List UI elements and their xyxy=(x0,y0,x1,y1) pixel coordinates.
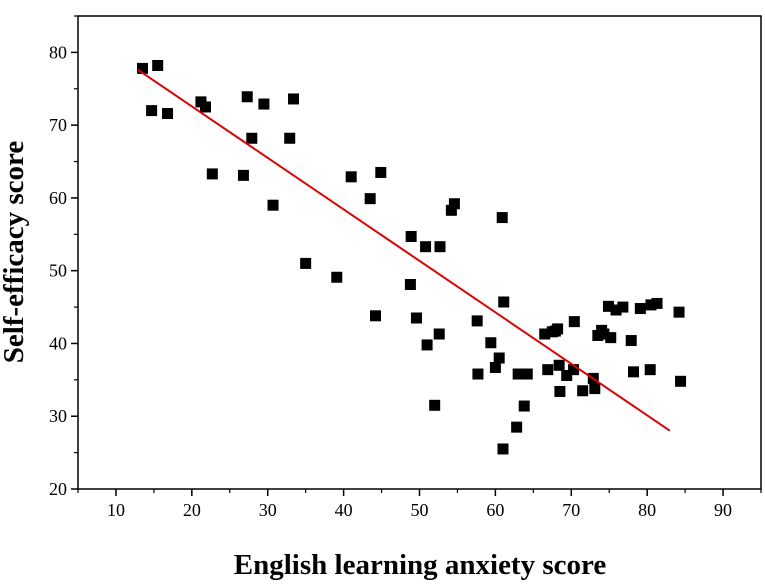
x-tick-label: 50 xyxy=(411,500,429,520)
data-point xyxy=(542,364,554,376)
data-point xyxy=(258,98,270,110)
data-point xyxy=(284,132,296,144)
data-point xyxy=(448,198,460,210)
y-tick-label: 60 xyxy=(49,188,67,208)
data-point xyxy=(369,310,381,322)
data-point xyxy=(404,279,416,291)
data-point xyxy=(568,316,580,328)
data-point xyxy=(617,301,629,313)
data-point xyxy=(472,368,484,380)
data-point xyxy=(589,383,601,395)
data-point xyxy=(137,62,149,74)
data-point xyxy=(405,230,417,242)
data-point xyxy=(237,169,249,181)
data-point xyxy=(628,366,640,378)
data-point xyxy=(206,168,218,180)
data-point xyxy=(625,335,637,347)
data-point xyxy=(433,328,445,340)
data-point xyxy=(485,337,497,349)
data-point xyxy=(429,399,441,411)
data-point xyxy=(241,91,253,103)
data-point xyxy=(493,352,505,364)
plot-area-frame xyxy=(77,15,762,490)
data-point xyxy=(553,359,565,371)
axis-ticks xyxy=(71,15,762,496)
data-point xyxy=(645,299,657,311)
data-point xyxy=(518,400,530,412)
data-point xyxy=(375,166,387,178)
regression-line xyxy=(137,69,671,432)
data-point xyxy=(521,368,533,380)
y-tick-label: 40 xyxy=(49,333,67,353)
data-point xyxy=(410,312,422,324)
x-axis-tick-labels: 10 20 30 40 50 60 70 80 90 xyxy=(107,500,732,520)
data-point xyxy=(673,306,685,318)
data-point xyxy=(331,271,343,283)
data-point xyxy=(152,59,164,71)
data-point xyxy=(644,364,656,376)
data-point xyxy=(568,364,580,376)
data-point xyxy=(471,315,483,327)
data-point xyxy=(610,304,622,316)
x-tick-label: 40 xyxy=(335,500,353,520)
data-point xyxy=(300,257,312,269)
data-point xyxy=(651,297,663,309)
data-point xyxy=(199,101,211,113)
data-point xyxy=(675,375,687,387)
data-points xyxy=(137,59,687,455)
data-point xyxy=(605,332,617,344)
data-point xyxy=(554,385,566,397)
data-point xyxy=(420,241,432,253)
y-tick-label: 20 xyxy=(49,479,67,499)
data-point xyxy=(577,385,589,397)
y-tick-label: 70 xyxy=(49,115,67,135)
x-tick-label: 70 xyxy=(562,500,580,520)
y-tick-label: 30 xyxy=(49,406,67,426)
data-point xyxy=(364,193,376,205)
y-axis-title: Self-efficacy score xyxy=(0,141,30,364)
x-tick-label: 80 xyxy=(638,500,656,520)
data-point xyxy=(489,361,501,373)
y-axis-tick-labels: 20 30 40 50 60 70 80 xyxy=(49,42,67,499)
x-tick-label: 10 xyxy=(107,500,125,520)
data-point xyxy=(598,328,610,340)
data-point xyxy=(445,204,457,216)
data-point xyxy=(246,132,258,144)
data-point xyxy=(561,369,573,381)
data-point xyxy=(498,296,510,308)
data-point xyxy=(345,171,357,183)
y-tick-label: 50 xyxy=(49,261,67,281)
x-tick-label: 60 xyxy=(486,500,504,520)
data-point xyxy=(434,241,446,253)
data-point xyxy=(146,105,158,117)
x-tick-label: 20 xyxy=(183,500,201,520)
data-point xyxy=(267,199,279,211)
x-tick-label: 30 xyxy=(259,500,277,520)
data-point xyxy=(511,421,523,433)
x-axis-title: English learning anxiety score xyxy=(234,549,607,581)
data-point xyxy=(288,93,300,105)
data-point xyxy=(602,300,614,312)
data-point xyxy=(421,339,433,351)
data-point xyxy=(512,368,524,380)
data-point xyxy=(539,328,551,340)
y-tick-label: 80 xyxy=(49,42,67,62)
data-point xyxy=(552,323,564,335)
data-point xyxy=(634,303,646,315)
data-point xyxy=(497,443,509,455)
data-point xyxy=(496,212,508,224)
x-tick-label: 90 xyxy=(714,500,732,520)
data-point xyxy=(162,108,174,120)
